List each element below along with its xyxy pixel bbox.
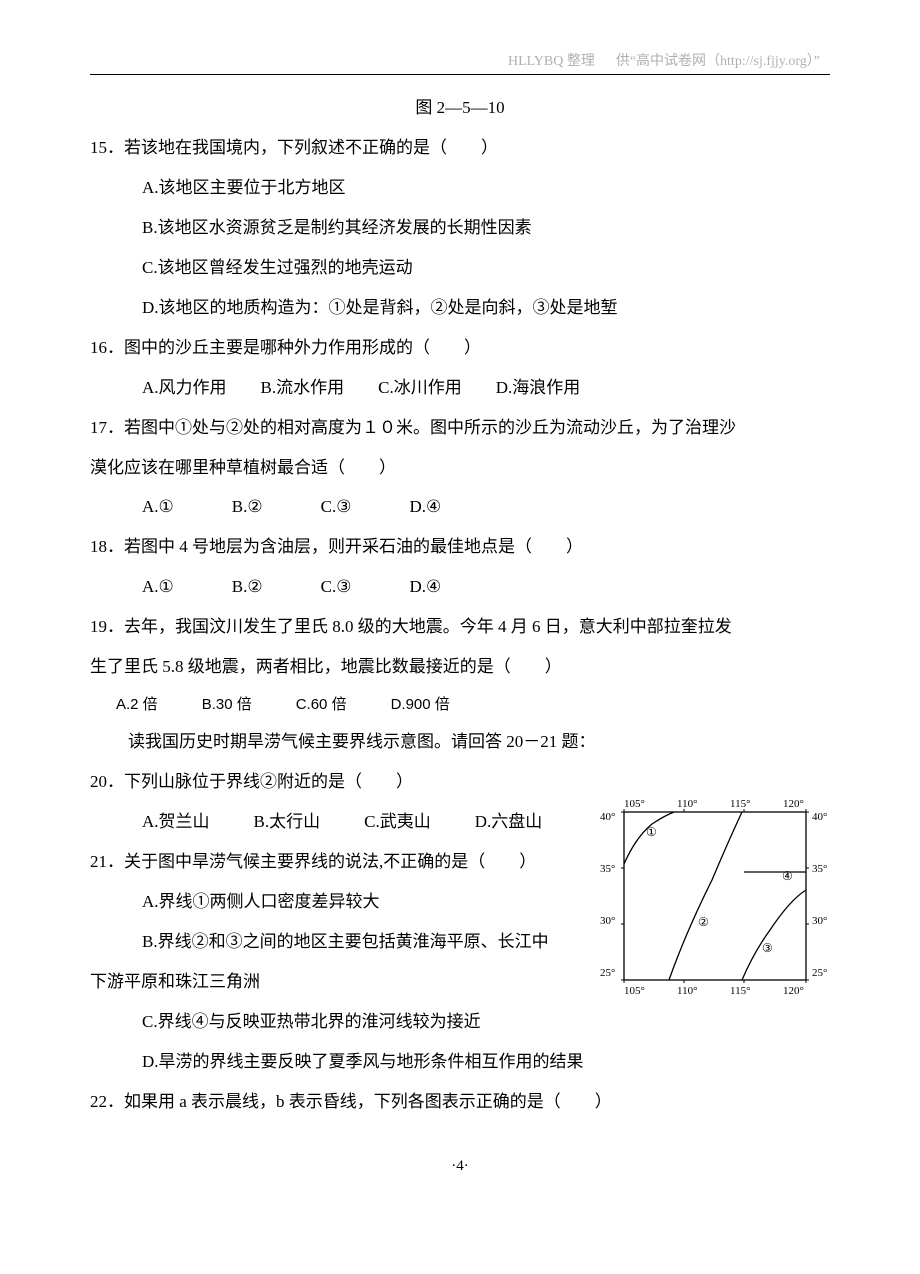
q16-opt-c: C.冰川作用 [378, 368, 462, 408]
q17-opt-c: C.③ [321, 487, 352, 527]
q19-opt-b: B.30 倍 [202, 687, 252, 722]
map-lon-115-top: 115° [730, 798, 751, 810]
header-site-pre: 供“高中试卷网（ [616, 54, 720, 69]
q19-opt-d: D.900 倍 [391, 687, 450, 722]
q17-stem-2: 漠化应该在哪里种草植树最合适（ ） [90, 448, 830, 488]
curve-2 [669, 812, 742, 980]
lead-20-21: 读我国历史时期旱涝气候主要界线示意图。请回答 20－21 题： [90, 722, 830, 762]
exam-page: HLLYBQ 整理 供“高中试卷网（http://sj.fjjy.org）” 图… [0, 0, 920, 1215]
map-lat-40-r: 40° [812, 811, 827, 823]
q20-opt-a: A.贺兰山 [142, 802, 210, 842]
climate-map: 105° 110° 115° 120° 40° 35° 30° 25° 40° … [594, 792, 842, 1008]
map-lat-40-l: 40° [600, 811, 615, 823]
q17-stem-1: 17．若图中①处与②处的相对高度为１０米。图中所示的沙丘为流动沙丘，为了治理沙 [90, 408, 830, 448]
map-label-3: ③ [762, 941, 773, 955]
header-site-link[interactable]: http://sj.fjjy.org [720, 54, 807, 69]
q18-options: A.① B.② C.③ D.④ [90, 567, 830, 607]
q17-opt-a: A.① [142, 487, 174, 527]
q18-opt-c: C.③ [321, 567, 352, 607]
map-lat-25-l: 25° [600, 967, 615, 979]
map-lon-115-bot: 115° [730, 985, 751, 997]
q18-opt-d: D.④ [409, 567, 441, 607]
page-header: HLLYBQ 整理 供“高中试卷网（http://sj.fjjy.org）” [90, 50, 830, 70]
map-lon-120-bot: 120° [783, 985, 804, 997]
q19-options: A.2 倍 B.30 倍 C.60 倍 D.900 倍 [90, 687, 830, 722]
q19-opt-a: A.2 倍 [116, 687, 158, 722]
q17-options: A.① B.② C.③ D.④ [90, 487, 830, 527]
q15-opt-c: C.该地区曾经发生过强烈的地壳运动 [90, 248, 830, 288]
q19-opt-c: C.60 倍 [296, 687, 347, 722]
figure-caption: 图 2—5—10 [90, 93, 830, 118]
q19-stem-1: 19．去年，我国汶川发生了里氏 8.0 级的大地震。今年 4 月 6 日，意大利… [90, 607, 830, 647]
map-lon-105-top: 105° [624, 798, 645, 810]
q16-opt-b: B.流水作用 [261, 368, 345, 408]
q15-opt-b: B.该地区水资源贫乏是制约其经济发展的长期性因素 [90, 208, 830, 248]
q15-opt-a: A.该地区主要位于北方地区 [90, 168, 830, 208]
map-lat-30-l: 30° [600, 915, 615, 927]
q20-opt-c: C.武夷山 [364, 802, 431, 842]
q20-opt-b: B.太行山 [254, 802, 321, 842]
q18-stem: 18．若图中 4 号地层为含油层，则开采石油的最佳地点是（ ） [90, 527, 830, 567]
page-number: ·4· [90, 1158, 830, 1175]
map-lat-30-r: 30° [812, 915, 827, 927]
map-lon-110-top: 110° [677, 798, 698, 810]
q18-opt-b: B.② [232, 567, 263, 607]
map-lon-110-bot: 110° [677, 985, 698, 997]
q18-opt-a: A.① [142, 567, 174, 607]
q17-opt-d: D.④ [409, 487, 441, 527]
header-rule [90, 74, 830, 75]
map-lon-105-bot: 105° [624, 985, 645, 997]
q15-stem: 15．若该地在我国境内，下列叙述不正确的是（ ） [90, 128, 830, 168]
curve-3 [742, 890, 806, 980]
q16-opt-d: D.海浪作用 [496, 368, 581, 408]
q16-options: A.风力作用 B.流水作用 C.冰川作用 D.海浪作用 [90, 368, 830, 408]
q16-opt-a: A.风力作用 [142, 368, 227, 408]
q16-stem: 16．图中的沙丘主要是哪种外力作用形成的（ ） [90, 328, 830, 368]
header-site-post: ）” [807, 54, 820, 69]
q15-opt-d: D.该地区的地质构造为：①处是背斜，②处是向斜，③处是地堑 [90, 288, 830, 328]
q21-opt-d: D.旱涝的界线主要反映了夏季风与地形条件相互作用的结果 [90, 1042, 830, 1082]
q22-stem: 22．如果用 a 表示晨线，b 表示昏线，下列各图表示正确的是（ ） [90, 1082, 830, 1122]
map-label-1: ① [646, 825, 657, 839]
map-label-4: ④ [782, 869, 793, 883]
map-lat-25-r: 25° [812, 967, 827, 979]
q17-opt-b: B.② [232, 487, 263, 527]
q20-opt-d: D.六盘山 [475, 802, 543, 842]
map-lon-120-top: 120° [783, 798, 804, 810]
map-lat-35-l: 35° [600, 863, 615, 875]
q19-stem-2: 生了里氏 5.8 级地震，两者相比，地震比数最接近的是（ ） [90, 647, 830, 687]
map-label-2: ② [698, 915, 709, 929]
map-lat-35-r: 35° [812, 863, 827, 875]
header-credit: HLLYBQ 整理 [508, 54, 595, 69]
